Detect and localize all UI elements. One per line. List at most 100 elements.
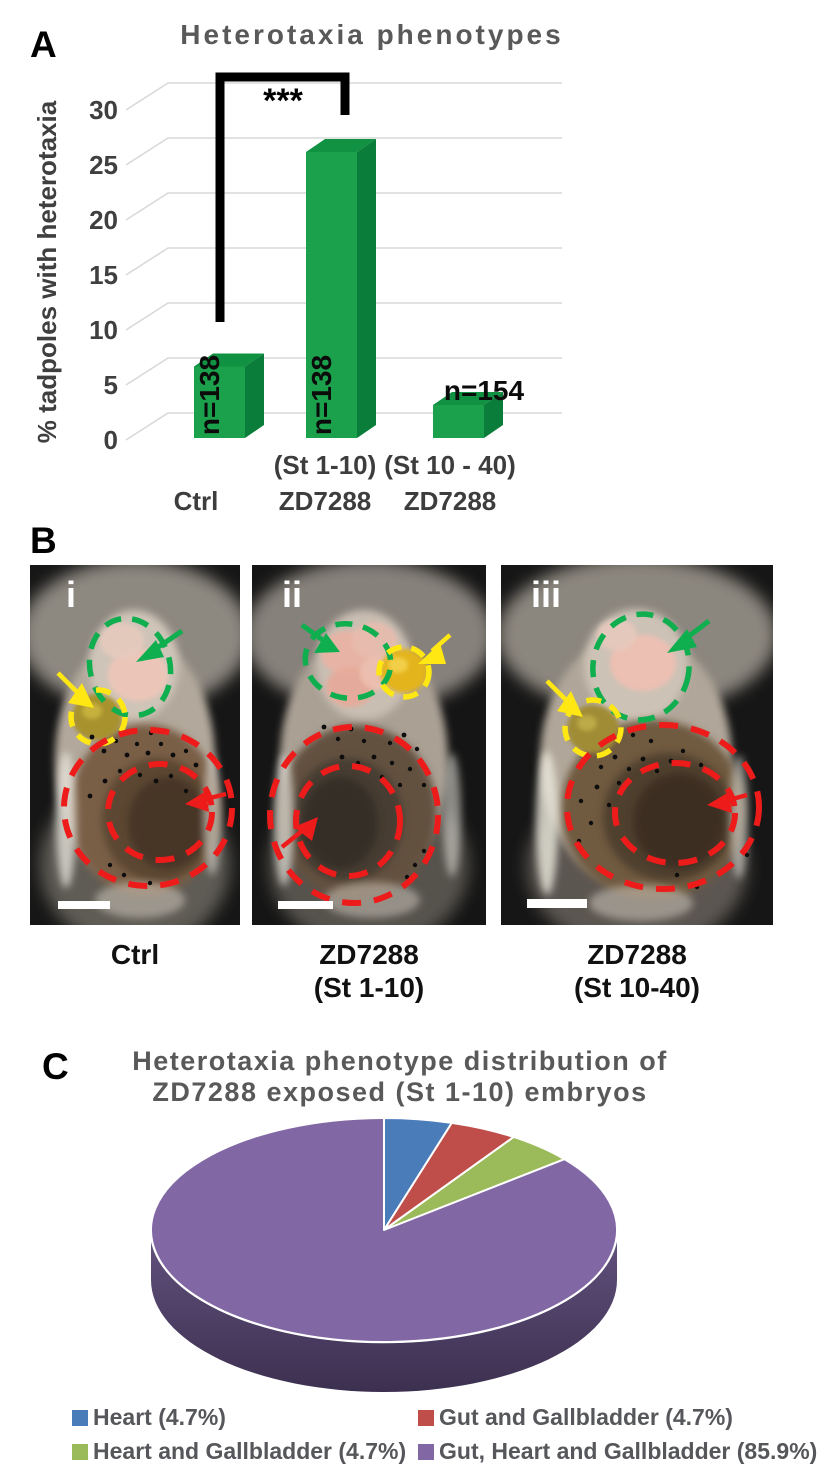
legend-label: Heart (4.7%) (93, 1404, 226, 1430)
bar-top-1 (306, 139, 376, 152)
micrograph-tag: ii (282, 574, 302, 615)
micrograph-tag: i (66, 574, 76, 615)
gut-arrowhead (707, 792, 732, 813)
y-tick-label: 25 (89, 150, 118, 180)
micrograph-tag: iii (531, 574, 561, 615)
micrograph-zd-st10-40: iii (501, 565, 773, 925)
gallbladder-outline (562, 697, 624, 759)
y-tick-label: 5 (104, 370, 118, 400)
y-tick-label: 30 (89, 95, 118, 125)
bar-side-2 (484, 392, 503, 438)
heart-arrow (300, 622, 326, 644)
micrograph-ctrl: i (30, 565, 240, 925)
gallbladder-outline (68, 687, 128, 747)
bar-n-label-2: n=154 (444, 375, 525, 406)
gallbladder-arrowhead (557, 691, 583, 717)
pie-title-line2: ZD7288 exposed (St 1-10) embryos (152, 1077, 648, 1107)
organ-annotations (545, 611, 762, 892)
grid-line (125, 192, 562, 221)
scale-bar (278, 901, 333, 909)
bar-2 (433, 405, 484, 438)
x-tick-name-2: ZD7288 (404, 486, 497, 516)
x-tick-name-1: ZD7288 (279, 486, 372, 516)
heart-arrowhead (136, 640, 164, 662)
pie-chart-title: Heterotaxia phenotype distribution of ZD… (90, 1046, 710, 1108)
gallbladder-arrowhead (68, 683, 94, 708)
panel-c-label: C (42, 1046, 69, 1087)
caption-line: (St 10-40) (573, 972, 701, 1003)
bar-side-0 (245, 353, 264, 438)
panel-a-label: A (30, 24, 57, 65)
scale-bar (527, 899, 587, 908)
bar-n-label-1: n=138 (306, 355, 337, 435)
bar-n-label-0: n=138 (194, 355, 225, 435)
significance-stars: *** (263, 82, 303, 120)
gut-outline-outer (61, 727, 235, 889)
x-tick-name-0: Ctrl (174, 486, 219, 516)
caption-zd-st1-10: ZD7288 (St 1-10) (252, 938, 486, 1004)
legend-item-gut-gallbladder: Gut and Gallbladder (4.7%) (418, 1404, 834, 1431)
panel-b-label: B (30, 520, 57, 561)
grid-line (125, 357, 562, 386)
heterotaxia-pie-chart (149, 1117, 619, 1392)
gut-outline-inner (105, 761, 215, 863)
embryo-photo-art (501, 565, 773, 925)
heart-arrowhead (667, 629, 697, 653)
grid-line (125, 302, 562, 331)
legend-color-swatch-heart-gallbladder (72, 1443, 88, 1460)
caption-zd-st10-40: ZD7288 (St 10-40) (501, 938, 773, 1004)
legend-color-swatch-gut-gallbladder (418, 1409, 434, 1426)
bar-top-2 (433, 392, 503, 405)
gut-arrowhead (185, 791, 209, 812)
pie-title-line1: Heterotaxia phenotype distribution of (132, 1046, 668, 1076)
legend-color-swatch-heart (72, 1409, 88, 1426)
bar-1 (306, 152, 357, 438)
gut-outline-outer (267, 724, 441, 906)
legend-item-gut-heart-gallbladder: Gut, Heart and Gallbladder (85.9%) (418, 1438, 834, 1465)
caption-ctrl: Ctrl (30, 938, 240, 971)
bar-0 (194, 366, 245, 438)
legend-label: Heart and Gallbladder (4.7%) (93, 1438, 407, 1464)
caption-line: ZD7288 (319, 939, 419, 970)
scale-bar (58, 901, 110, 909)
gut-outline-inner (612, 760, 738, 866)
melanocyte-dots (87, 728, 199, 886)
legend-color-swatch-gut-heart-gallbladder (418, 1443, 434, 1460)
significance-bracket (215, 72, 350, 322)
gut-arrowhead (294, 817, 318, 841)
x-tick-stage-1: (St 1-10) (274, 450, 377, 480)
grid-line (125, 82, 562, 111)
legend-item-heart-gallbladder: Heart and Gallbladder (4.7%) (72, 1438, 418, 1465)
y-tick-label: 20 (89, 205, 118, 235)
legend-label: Gut, Heart and Gallbladder (85.9%) (439, 1438, 818, 1464)
bar-top-0 (194, 353, 264, 367)
caption-line: Ctrl (110, 939, 160, 970)
gallbladder-arrowhead (418, 643, 446, 664)
gallbladder-arrow (56, 671, 80, 695)
legend-item-heart: Heart (4.7%) (72, 1404, 418, 1431)
heart-outline (590, 611, 692, 723)
y-tick-label: 0 (104, 425, 118, 455)
gut-arrow (280, 829, 304, 849)
grid-line (125, 412, 562, 441)
heart-arrowhead (314, 633, 340, 653)
legend-label: Gut and Gallbladder (4.7%) (439, 1404, 733, 1430)
embryo-photo-art (252, 565, 486, 925)
bar-side-1 (357, 139, 376, 438)
caption-line: ZD7288 (587, 939, 687, 970)
gut-outline-inner (293, 763, 403, 879)
pie-slice-gut-heart-and-gallbladder (150, 1117, 618, 1343)
y-tick-label: 15 (89, 260, 118, 290)
gallbladder-outline (376, 644, 432, 700)
caption-line: (St 1-10) (313, 972, 425, 1003)
micrograph-zd-st1-10: ii (252, 565, 486, 925)
organ-annotations (56, 615, 235, 889)
heterotaxia-bar-chart: Heterotaxia phenotypes 0 5 10 15 20 25 30 % tadp… (32, 19, 562, 516)
grid-line (125, 137, 562, 166)
x-tick-stage-2: (St 10 - 40) (384, 450, 516, 480)
y-tick-label: 10 (89, 315, 118, 345)
pie-legend: Heart (4.7%) Gut and Gallbladder (4.7%) … (72, 1404, 834, 1465)
gut-outline-outer (564, 722, 762, 892)
y-axis-title: % tadpoles with heterotaxia (32, 100, 62, 443)
